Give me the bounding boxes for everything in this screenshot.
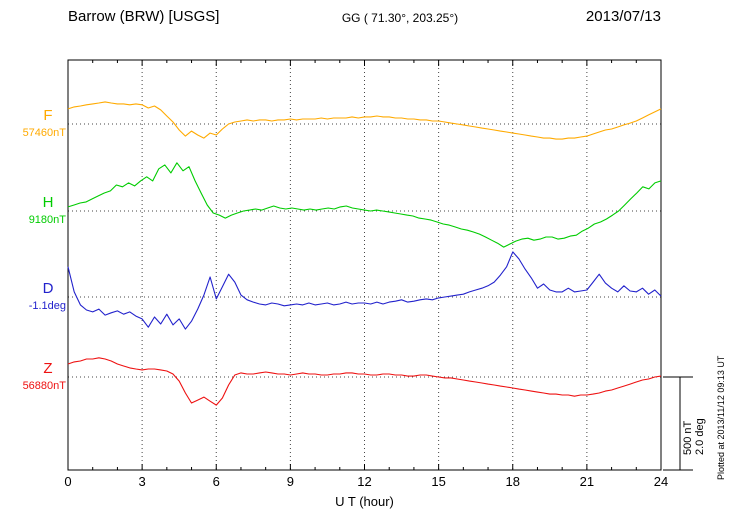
series-Z-label: Z	[43, 360, 53, 377]
series-F-baseline-value: 57460nT	[22, 127, 66, 139]
geographic-coords: GG ( 71.30°, 203.25°)	[341, 11, 459, 25]
scale-deg-label: 2.0 deg	[694, 418, 706, 455]
x-tick-label: 15	[431, 474, 445, 489]
series-Z-baseline-value: 56880nT	[22, 380, 66, 392]
axis-ticks	[67, 60, 662, 470]
x-tick-label: 3	[139, 474, 146, 489]
x-tick-label: 6	[213, 474, 220, 489]
gridlines	[68, 60, 661, 470]
x-tick-label: 24	[654, 474, 668, 489]
series-D-label: D	[42, 280, 54, 297]
plot-date: 2013/07/13	[585, 8, 661, 25]
scale-nt-label: 500 nT	[682, 420, 694, 455]
station-title: Barrow (BRW) [USGS]	[68, 8, 220, 25]
series-D-line	[67, 251, 662, 330]
plotted-timestamp-note: Plotted at 2013/11/12 09:13 UT	[716, 355, 726, 480]
series-F-line	[67, 101, 662, 140]
series-Z-line	[67, 357, 662, 406]
scale-bar-labels: 500 nT 2.0 deg	[682, 418, 706, 455]
series-H-line	[67, 162, 662, 248]
x-tick-label: 18	[506, 474, 520, 489]
series-H-label: H	[42, 194, 54, 211]
x-tick-label: 9	[287, 474, 294, 489]
x-axis-label: U T (hour)	[335, 494, 394, 509]
series-H-baseline-value: 9180nT	[28, 214, 66, 226]
x-tick-label: 0	[64, 474, 71, 489]
series-D-baseline-value: -1.1deg	[28, 300, 66, 312]
scale-bracket	[663, 376, 693, 471]
x-tick-label: 21	[580, 474, 594, 489]
series-F-label: F	[43, 107, 53, 124]
x-tick-label: 12	[357, 474, 371, 489]
